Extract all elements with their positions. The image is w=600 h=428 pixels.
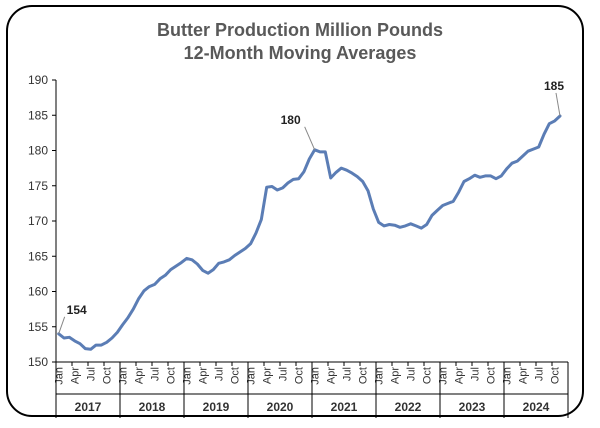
y-tick-label: 155 bbox=[28, 320, 48, 334]
annotation-label: 180 bbox=[281, 113, 301, 127]
year-label: 2018 bbox=[139, 400, 166, 414]
x-tick-label: Apr bbox=[134, 367, 146, 384]
x-tick-label: Jan bbox=[374, 367, 386, 385]
x-tick-label: Oct bbox=[230, 367, 242, 384]
x-tick-label: Apr bbox=[198, 367, 210, 384]
annotation-leader bbox=[304, 126, 316, 150]
x-tick-label: Jul bbox=[470, 367, 482, 381]
y-tick-label: 150 bbox=[28, 355, 48, 369]
x-tick-label: Apr bbox=[518, 367, 530, 384]
x-tick-label: Jul bbox=[342, 367, 354, 381]
year-label: 2017 bbox=[75, 400, 102, 414]
annotation-label: 185 bbox=[544, 79, 564, 93]
year-label: 2020 bbox=[267, 400, 294, 414]
x-tick-label: Oct bbox=[166, 367, 178, 384]
year-label: 2024 bbox=[523, 400, 550, 414]
y-tick-label: 165 bbox=[28, 249, 48, 263]
x-tick-label: Jul bbox=[406, 367, 418, 381]
chart-frame bbox=[6, 5, 584, 417]
series-line bbox=[57, 114, 562, 351]
y-tick-label: 175 bbox=[28, 179, 48, 193]
x-tick-label: Oct bbox=[550, 367, 562, 384]
x-tick-label: Jan bbox=[310, 367, 322, 385]
x-tick-label: Jan bbox=[182, 367, 194, 385]
x-tick-label: Jan bbox=[54, 367, 66, 385]
y-tick-label: 185 bbox=[28, 108, 48, 122]
x-tick-label: Oct bbox=[102, 367, 114, 384]
x-tick-label: Apr bbox=[454, 367, 466, 384]
year-label: 2019 bbox=[203, 400, 230, 414]
x-tick-label: Jan bbox=[246, 367, 258, 385]
x-tick-label: Oct bbox=[358, 367, 370, 384]
y-tick-label: 170 bbox=[28, 214, 48, 228]
annotation-leader bbox=[58, 316, 66, 334]
year-label: 2023 bbox=[459, 400, 486, 414]
x-tick-label: Oct bbox=[486, 367, 498, 384]
x-tick-label: Jul bbox=[534, 367, 546, 381]
x-tick-label: Jul bbox=[278, 367, 290, 381]
y-tick-label: 180 bbox=[28, 144, 48, 158]
x-tick-label: Jul bbox=[150, 367, 162, 381]
x-tick-label: Oct bbox=[422, 367, 434, 384]
x-tick-label: Jul bbox=[86, 367, 98, 381]
annotation-label: 154 bbox=[67, 303, 87, 317]
x-tick-label: Apr bbox=[262, 367, 274, 384]
year-label: 2021 bbox=[331, 400, 358, 414]
y-tick-label: 160 bbox=[28, 285, 48, 299]
chart-subtitle: 12-Month Moving Averages bbox=[183, 43, 417, 63]
x-tick-label: Jan bbox=[438, 367, 450, 385]
year-label: 2022 bbox=[395, 400, 422, 414]
x-tick-label: Oct bbox=[294, 367, 306, 384]
x-tick-label: Apr bbox=[70, 367, 82, 384]
x-tick-label: Jan bbox=[118, 367, 130, 385]
annotation-leader bbox=[555, 92, 561, 117]
chart-title: Butter Production Million Pounds bbox=[157, 20, 443, 40]
x-tick-label: Jan bbox=[502, 367, 514, 385]
x-tick-label: Apr bbox=[326, 367, 338, 384]
x-tick-label: Jul bbox=[214, 367, 226, 381]
x-tick-label: Apr bbox=[390, 367, 402, 384]
y-tick-label: 190 bbox=[28, 73, 48, 87]
